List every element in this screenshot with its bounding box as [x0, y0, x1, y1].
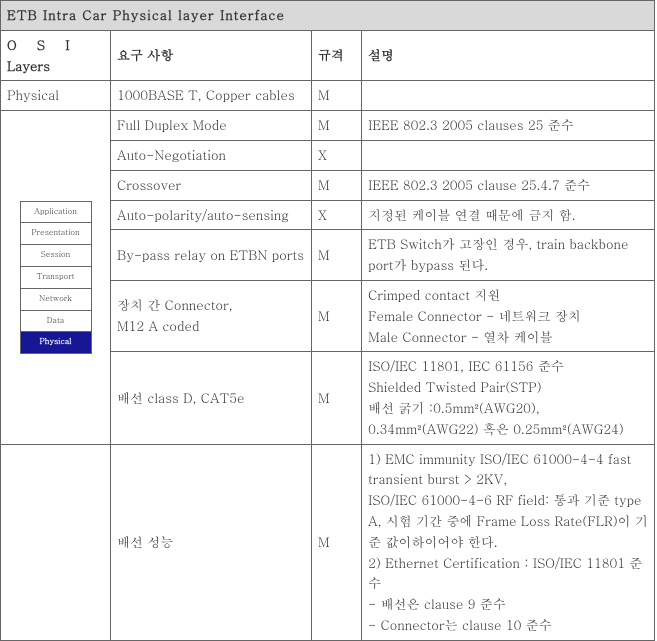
cell-req: Crossover	[111, 170, 312, 200]
cell-req: 장치 간 Connector, M12 A coded	[111, 280, 312, 351]
table-title: ETB Intra Car Physical layer Interface	[1, 1, 655, 31]
physical-label: Physical	[1, 81, 111, 111]
header-spec: 규격	[312, 30, 362, 81]
table-row: Application Presentation Session Transpo…	[1, 111, 655, 141]
header-osi-line1: O S I	[7, 35, 78, 54]
cell-desc: 1) EMC immunity ISO/IEC 61000-4-4 fast t…	[362, 444, 655, 640]
cell-spec: M	[312, 230, 362, 281]
osi-layer-presentation: Presentation	[20, 223, 91, 245]
cell-desc: ETB Switch가 고장인 경우, train backbone port가…	[362, 230, 655, 281]
cell-req: Auto-polarity/auto-sensing	[111, 200, 312, 230]
header-desc: 설명	[362, 30, 655, 81]
cell-desc	[362, 81, 655, 111]
cell-spec: M	[312, 352, 362, 444]
osi-layer-transport: Transport	[20, 266, 91, 288]
cell-req: 1000BASE T, Copper cables	[111, 81, 312, 111]
osi-layer-diagram: Application Presentation Session Transpo…	[20, 201, 92, 355]
interface-table: ETB Intra Car Physical layer Interface O…	[0, 0, 655, 641]
empty-osi-cell	[1, 444, 111, 640]
header-osi: O S I Layers	[1, 30, 111, 81]
table-row: 배선 성능 M 1) EMC immunity ISO/IEC 61000-4-…	[1, 444, 655, 640]
cell-spec: M	[312, 170, 362, 200]
osi-layer-physical: Physical	[20, 332, 91, 354]
cell-spec: X	[312, 140, 362, 170]
cell-spec: M	[312, 444, 362, 640]
cell-req: 배선 class D, CAT5e	[111, 352, 312, 444]
cell-spec: M	[312, 280, 362, 351]
cell-req: Full Duplex Mode	[111, 111, 312, 141]
cell-desc: ISO/IEC 11801, IEC 61156 준수 Shielded Twi…	[362, 352, 655, 444]
cell-req: By-pass relay on ETBN ports	[111, 230, 312, 281]
cell-desc: IEEE 802.3 2005 clauses 25 준수	[362, 111, 655, 141]
osi-diagram-cell: Application Presentation Session Transpo…	[1, 111, 111, 444]
table-row: Physical 1000BASE T, Copper cables M	[1, 81, 655, 111]
cell-desc: 지정된 케이블 연결 때문에 금지 함.	[362, 200, 655, 230]
cell-desc: IEEE 802.3 2005 clause 25.4.7 준수	[362, 170, 655, 200]
osi-layer-application: Application	[20, 201, 91, 223]
cell-req: 배선 성능	[111, 444, 312, 640]
cell-spec: M	[312, 81, 362, 111]
osi-layer-data: Data	[20, 310, 91, 332]
cell-spec: M	[312, 111, 362, 141]
header-req: 요구 사항	[111, 30, 312, 81]
cell-req: Auto-Negotiation	[111, 140, 312, 170]
header-osi-line2: Layers	[7, 56, 50, 75]
cell-spec: X	[312, 200, 362, 230]
header-row: O S I Layers 요구 사항 규격 설명	[1, 30, 655, 81]
cell-desc: Crimped contact 지원 Female Connector - 네트…	[362, 280, 655, 351]
osi-layer-network: Network	[20, 288, 91, 310]
title-row: ETB Intra Car Physical layer Interface	[1, 1, 655, 31]
osi-layer-session: Session	[20, 245, 91, 267]
cell-desc	[362, 140, 655, 170]
